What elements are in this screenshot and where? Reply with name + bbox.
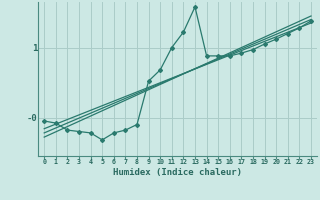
X-axis label: Humidex (Indice chaleur): Humidex (Indice chaleur) bbox=[113, 168, 242, 177]
